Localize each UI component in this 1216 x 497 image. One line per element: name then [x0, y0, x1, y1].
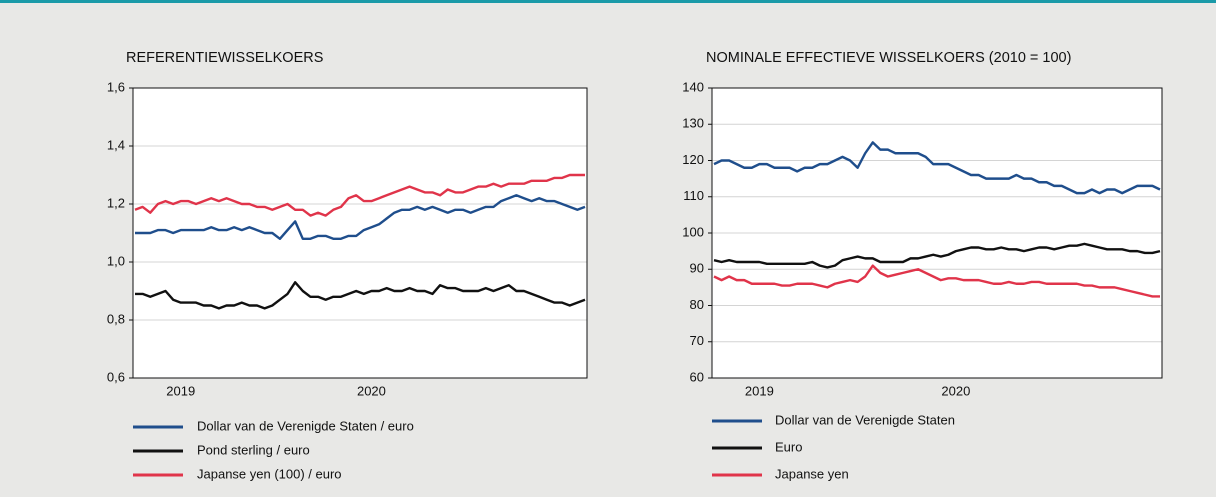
- y-tick-label: 140: [682, 79, 704, 94]
- series-line: [135, 281, 586, 310]
- y-tick-label: 120: [682, 152, 704, 167]
- y-tick-label: 130: [682, 116, 704, 131]
- y-tick-label: 60: [690, 369, 704, 384]
- x-tick-label: 2020: [941, 383, 970, 398]
- series-line: [713, 141, 1161, 195]
- legend-label: Japanse yen (100) / euro: [197, 466, 342, 481]
- y-tick-label: 1,6: [107, 79, 125, 94]
- y-tick-label: 1,0: [107, 253, 125, 268]
- x-tick-label: 2019: [166, 383, 195, 398]
- legend-label: Dollar van de Verenigde Staten / euro: [197, 418, 414, 433]
- y-tick-label: 80: [690, 297, 704, 312]
- series-line: [134, 173, 585, 217]
- legend-label: Japanse yen: [775, 466, 849, 481]
- x-tick-label: 2019: [745, 383, 774, 398]
- series-line: [713, 264, 1160, 298]
- y-tick-label: 1,4: [107, 137, 125, 152]
- chart-title: NOMINALE EFFECTIEVE WISSELKOERS (2010 = …: [706, 50, 1071, 66]
- y-tick-label: 0,8: [107, 311, 125, 326]
- y-tick-label: 1,2: [107, 195, 125, 210]
- legend-label: Pond sterling / euro: [197, 442, 310, 457]
- series-line: [713, 242, 1161, 269]
- x-tick-label: 2020: [357, 383, 386, 398]
- series-line: [135, 194, 586, 240]
- y-tick-label: 100: [682, 224, 704, 239]
- top-rule: [0, 0, 1216, 3]
- y-tick-label: 110: [683, 188, 704, 203]
- plot-border: [711, 87, 1163, 379]
- legend-label: Euro: [775, 439, 802, 454]
- legend-label: Dollar van de Verenigde Staten: [775, 412, 955, 427]
- y-tick-label: 70: [690, 333, 704, 348]
- y-tick-label: 0,6: [107, 369, 125, 384]
- chart-title: REFERENTIEWISSELKOERS: [126, 50, 323, 66]
- y-tick-label: 90: [690, 261, 704, 276]
- plot-border: [132, 87, 588, 379]
